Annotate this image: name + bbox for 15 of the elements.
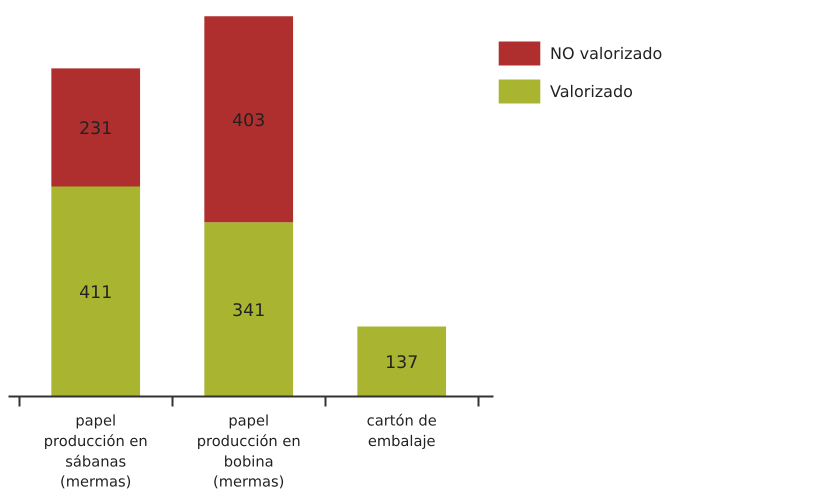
bar — [204, 222, 294, 396]
bar — [51, 68, 140, 186]
data-label: 341 — [232, 300, 266, 321]
bar — [357, 326, 446, 396]
x-tick-label: papel producción en sábanas (mermas) — [44, 412, 148, 491]
bar — [204, 16, 294, 222]
data-label: 411 — [79, 282, 112, 303]
x-tick-label: papel producción en bobina (mermas) — [196, 412, 301, 491]
x-tick-label: cartón de embalaje — [366, 412, 437, 450]
bar — [51, 186, 140, 396]
data-label: 403 — [232, 110, 266, 131]
legend-label: NO valorizado — [550, 44, 662, 62]
data-label: 231 — [79, 118, 112, 139]
legend-label: Valorizado — [550, 82, 633, 100]
data-label: 137 — [385, 352, 418, 373]
